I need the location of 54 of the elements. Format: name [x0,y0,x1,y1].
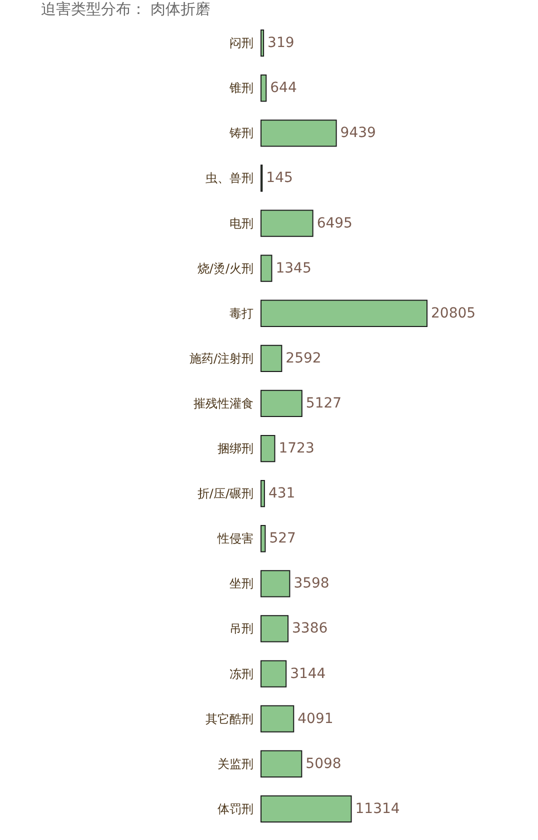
data-label: 1345 [276,260,312,276]
bar [260,660,287,688]
y-tick-label: 折/压/碾刑 [197,486,254,501]
y-tick-label: 施药/注射刑 [189,351,254,366]
y-tick-label: 锥刑 [228,81,254,96]
bar [260,300,428,327]
bar [260,570,290,598]
y-tick-label: 吊刑 [230,622,254,636]
data-label: 3386 [292,620,328,637]
data-label: 1723 [278,440,314,457]
bar [260,750,302,778]
text: 迫害类型分布： 肉体折磨 [40,0,211,18]
data-label: 3598 [294,576,330,592]
data-label: 3144 [290,666,326,682]
bar [260,344,282,372]
bar [260,705,294,732]
y-tick-label: 摧残性灌食 [194,396,254,410]
y-tick-label: 虫、兽刑 [206,171,254,186]
y-tick-label: 坐刑 [230,576,254,591]
bar [260,390,302,418]
bar [260,254,272,282]
data-label: 2592 [286,350,322,366]
y-tick-label: 铸刑 [228,126,254,140]
y-tick-label: 毒打 [230,306,254,320]
bar [260,210,314,237]
data-label: 5098 [306,756,342,772]
y-tick-label: 其它酷刑 [206,712,254,726]
bar [260,30,264,57]
data-label: 11314 [355,800,400,817]
y-tick-label: 捆绑刑 [218,442,254,456]
bar [260,795,352,822]
data-label: 644 [270,80,297,96]
data-label: 20805 [431,305,476,322]
data-label: 9439 [340,125,376,142]
bar [260,480,265,508]
data-label: 527 [269,530,296,547]
bar [260,434,276,462]
y-tick-label: 冻刑 [230,666,254,681]
data-label: 145 [266,170,293,186]
bar [260,120,337,147]
y-tick-label: 关监刑 [218,756,254,771]
y-tick-label: 电刑 [230,216,254,230]
data-label: 4091 [298,710,334,727]
bar [260,615,289,642]
data-label: 319 [268,35,294,52]
y-tick-label: 闷刑 [230,36,254,50]
data-label: 6495 [316,215,352,232]
bar [260,525,266,552]
y-tick-label: 性侵害 [216,532,254,546]
data-label: 431 [268,486,296,502]
y-tick-label: 烧/烫/火刑 [197,261,254,276]
data-label: 5127 [306,395,342,412]
bar [260,74,267,102]
y-tick-label: 体罚刑 [218,802,254,816]
